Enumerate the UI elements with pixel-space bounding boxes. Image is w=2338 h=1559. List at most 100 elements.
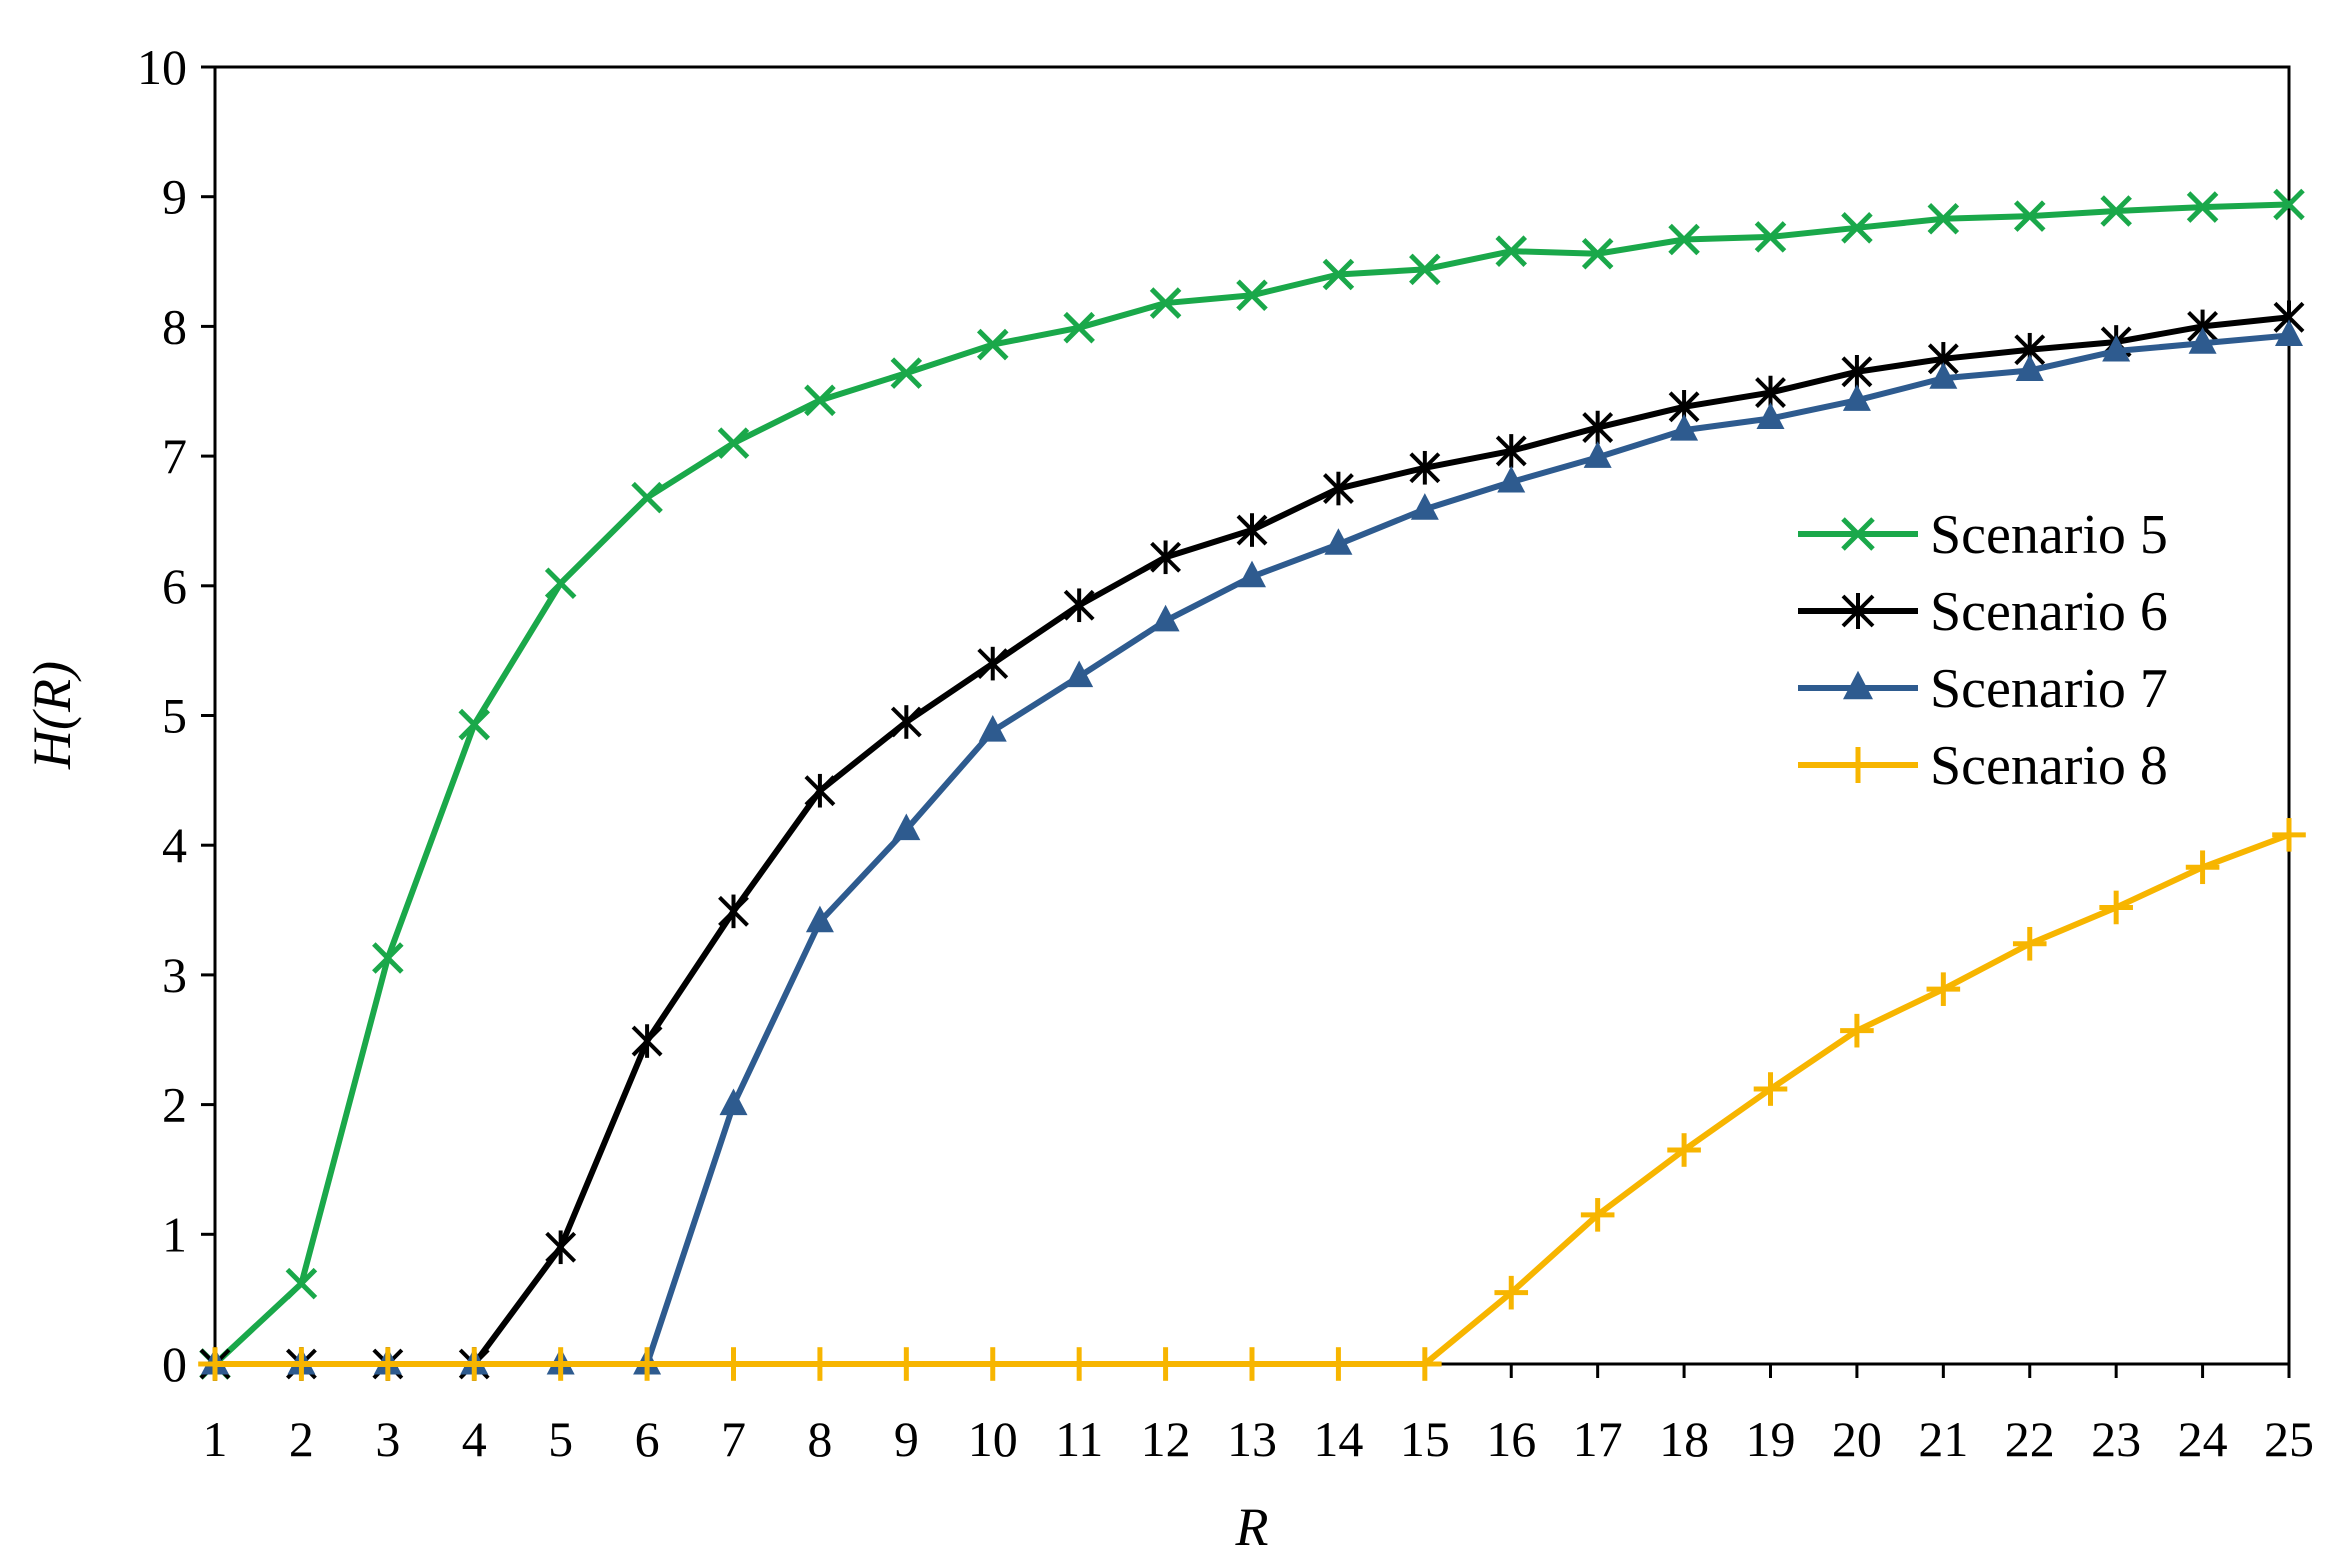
legend-marker <box>1841 593 1875 629</box>
data-point <box>1324 528 1353 555</box>
legend-item: Scenario 5 <box>1798 504 2168 566</box>
data-point <box>2102 334 2131 362</box>
data-point <box>1926 972 1961 1006</box>
y-tick-label: 0 <box>162 1336 187 1392</box>
legend-label: Scenario 7 <box>1930 658 2168 720</box>
y-tick-label: 9 <box>162 169 187 225</box>
x-tick-label: 23 <box>2091 1411 2141 1467</box>
y-axis-title-group: H(R) <box>22 661 82 770</box>
y-tick-label: 4 <box>162 817 187 873</box>
y-tick-label: 2 <box>162 1077 187 1133</box>
y-axis-title: H(R) <box>22 661 82 770</box>
x-tick-label: 12 <box>1141 1411 1191 1467</box>
x-tick-label: 7 <box>721 1411 746 1467</box>
data-point <box>631 1024 663 1058</box>
y-tick-label: 10 <box>137 39 187 95</box>
data-point <box>1062 1347 1096 1381</box>
legend-marker <box>1843 670 1873 700</box>
data-point <box>2275 319 2303 346</box>
data-point <box>803 1347 837 1381</box>
data-point <box>1149 287 1182 319</box>
data-point <box>1150 540 1181 575</box>
data-point <box>1583 441 1612 468</box>
data-point <box>1063 311 1095 344</box>
data-point <box>284 1347 319 1381</box>
data-point <box>630 1347 664 1381</box>
data-point <box>977 646 1009 681</box>
x-tick-label: 18 <box>1659 1411 1709 1467</box>
data-point <box>890 357 923 389</box>
data-point <box>717 427 750 459</box>
data-point <box>285 1267 318 1300</box>
data-point <box>1065 660 1094 688</box>
data-point <box>1753 1072 1788 1106</box>
data-point <box>976 328 1009 361</box>
data-point <box>892 813 921 841</box>
data-point <box>2273 188 2305 221</box>
data-point <box>198 1347 232 1381</box>
x-tick-label: 19 <box>1746 1411 1796 1467</box>
x-tick-label: 5 <box>548 1411 573 1467</box>
data-point <box>1409 253 1441 286</box>
series-line <box>215 332 2290 1367</box>
data-point <box>1754 221 1787 253</box>
data-point <box>1497 465 1526 493</box>
data-point <box>719 1088 748 1116</box>
x-tick-label: 4 <box>462 1411 487 1467</box>
data-point <box>805 905 834 933</box>
data-point <box>543 1347 578 1381</box>
y-tick-label: 1 <box>162 1206 187 1262</box>
data-point <box>975 1347 1010 1381</box>
x-tick-label: 21 <box>1918 1411 1968 1467</box>
data-point <box>2015 354 2044 381</box>
data-point <box>2013 200 2046 232</box>
series-group <box>198 188 2306 1381</box>
data-point <box>1495 434 1527 468</box>
data-point <box>1929 362 1958 389</box>
series-line <box>215 832 2291 1367</box>
data-point <box>1581 238 1614 270</box>
data-point <box>631 481 663 514</box>
data-point <box>2188 327 2217 354</box>
data-point <box>1495 235 1528 267</box>
x-tick-label: 17 <box>1573 1411 1623 1467</box>
data-point <box>2012 926 2047 961</box>
data-point <box>2272 818 2306 852</box>
legend-item: Scenario 6 <box>1798 581 2168 643</box>
x-tick-label: 16 <box>1486 1411 1536 1467</box>
data-point <box>1238 560 1266 588</box>
data-point <box>1408 1347 1442 1381</box>
data-point <box>804 384 836 417</box>
data-point <box>458 708 491 741</box>
data-point <box>457 1347 492 1381</box>
data-point <box>1840 1013 1874 1048</box>
x-axis-ticks: 1 2 3 4 5 6 7 8 9 10 11 12 13 14 15 16 17 18 19 20 21 22 23 24 2… <box>203 1364 2314 1467</box>
y-tick-label: 6 <box>162 558 187 614</box>
x-tick-label: 22 <box>2005 1411 2055 1467</box>
y-tick-label: 7 <box>162 428 187 484</box>
x-tick-label: 2 <box>289 1411 314 1467</box>
data-point <box>889 1347 924 1381</box>
data-point <box>718 894 749 929</box>
data-point <box>544 567 577 599</box>
data-point <box>1580 1198 1615 1232</box>
y-axis-ticks: 0 1 2 3 4 5 6 7 8 9 10 <box>137 39 215 1392</box>
series-2 <box>199 300 2305 1381</box>
data-point <box>1668 223 1700 256</box>
x-tick-label: 3 <box>375 1411 400 1467</box>
legend-label: Scenario 5 <box>1930 504 2168 566</box>
data-point <box>978 714 1007 742</box>
data-point <box>1321 1347 1356 1381</box>
data-point <box>716 1347 751 1381</box>
series-3 <box>201 319 2303 1375</box>
data-point <box>1236 513 1268 547</box>
data-point <box>372 942 404 974</box>
legend-marker <box>1840 747 1876 783</box>
data-point <box>1236 279 1268 312</box>
data-point <box>1494 1275 1529 1310</box>
x-tick-label: 11 <box>1055 1411 1103 1467</box>
x-tick-label: 10 <box>968 1411 1018 1467</box>
legend-label: Scenario 8 <box>1930 735 2168 797</box>
data-point <box>545 1230 577 1265</box>
data-point <box>1235 1347 1269 1381</box>
